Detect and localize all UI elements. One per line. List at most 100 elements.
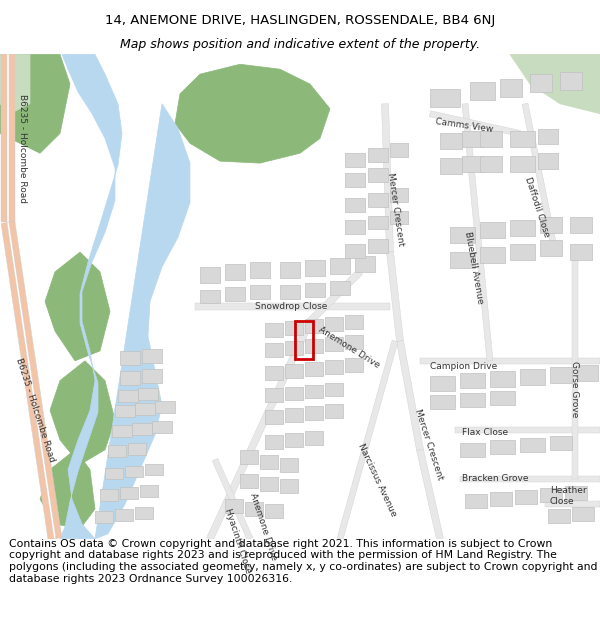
Bar [345,221,365,234]
Text: Map shows position and indicative extent of the property.: Map shows position and indicative extent… [120,38,480,51]
Polygon shape [40,450,95,529]
Bar [470,82,495,100]
Bar [112,425,132,437]
Bar [345,358,363,372]
Polygon shape [60,54,190,539]
Text: Bluebell Avenue: Bluebell Avenue [463,231,485,305]
Bar [95,511,113,523]
Bar [510,156,535,172]
Bar [285,433,303,447]
Bar [285,321,303,335]
Bar [430,396,455,409]
Polygon shape [430,111,521,136]
Bar [530,74,552,92]
Bar [462,131,484,148]
Bar [240,450,258,464]
Bar [280,262,300,278]
Text: Camms View: Camms View [435,117,494,134]
Bar [440,158,462,174]
Bar [280,285,300,299]
Bar [325,318,343,331]
Bar [520,369,545,384]
Bar [330,258,350,274]
Bar [280,479,298,493]
Bar [152,421,172,433]
Bar [540,240,562,256]
Bar [115,405,135,417]
Bar [345,335,363,349]
Bar [135,507,153,519]
Bar [225,287,245,301]
Bar [260,478,278,491]
Polygon shape [7,222,56,539]
Bar [510,221,535,236]
Bar [540,217,562,233]
Bar [125,466,143,478]
Bar [390,188,408,202]
Text: Flax Close: Flax Close [462,428,508,437]
Bar [118,391,138,402]
Bar [480,156,502,172]
Bar [570,217,592,233]
Polygon shape [462,104,493,361]
Polygon shape [1,221,62,540]
Text: Gorse Grove: Gorse Grove [570,361,579,418]
Bar [520,438,545,452]
Polygon shape [572,252,578,479]
Bar [570,244,592,260]
Polygon shape [522,103,558,252]
Text: 14, ANEMONE DRIVE, HASLINGDEN, ROSSENDALE, BB4 6NJ: 14, ANEMONE DRIVE, HASLINGDEN, ROSSENDAL… [105,14,495,27]
Bar [460,443,485,457]
Bar [265,323,283,337]
Bar [368,216,388,229]
Text: Contains OS data © Crown copyright and database right 2021. This information is : Contains OS data © Crown copyright and d… [9,539,598,584]
Bar [280,458,298,471]
Bar [345,316,363,329]
Bar [225,499,243,513]
Bar [285,408,303,422]
Bar [572,507,594,521]
Bar [115,509,133,521]
Bar [460,372,485,389]
Bar [120,351,140,365]
Bar [490,391,515,405]
Bar [345,198,365,211]
Bar [305,362,323,376]
Bar [450,228,475,243]
Bar [250,262,270,278]
Text: Mercer Crescent: Mercer Crescent [413,408,445,481]
Bar [325,382,343,396]
Bar [540,488,562,502]
Bar [305,260,325,276]
Polygon shape [455,427,600,433]
Bar [200,267,220,282]
Bar [510,131,535,148]
Bar [142,349,162,362]
Bar [390,143,408,157]
Bar [368,168,388,182]
Bar [565,486,587,500]
Bar [368,192,388,207]
Bar [128,443,146,455]
Bar [265,389,283,402]
Bar [250,285,270,299]
Polygon shape [212,459,253,540]
Text: B6235 - Holcombe Road: B6235 - Holcombe Road [14,357,56,464]
Polygon shape [0,54,30,114]
Bar [480,222,505,238]
Bar [265,435,283,449]
Bar [345,244,365,258]
Bar [305,339,323,353]
Bar [140,486,158,498]
Bar [108,445,126,457]
Polygon shape [416,449,443,539]
Polygon shape [195,303,390,310]
Bar [305,319,323,333]
Bar [265,366,283,379]
Polygon shape [0,54,70,153]
Polygon shape [386,252,403,341]
Bar [200,289,220,304]
Bar [135,403,155,415]
Text: Heather
Close: Heather Close [550,486,587,506]
Polygon shape [45,252,110,361]
